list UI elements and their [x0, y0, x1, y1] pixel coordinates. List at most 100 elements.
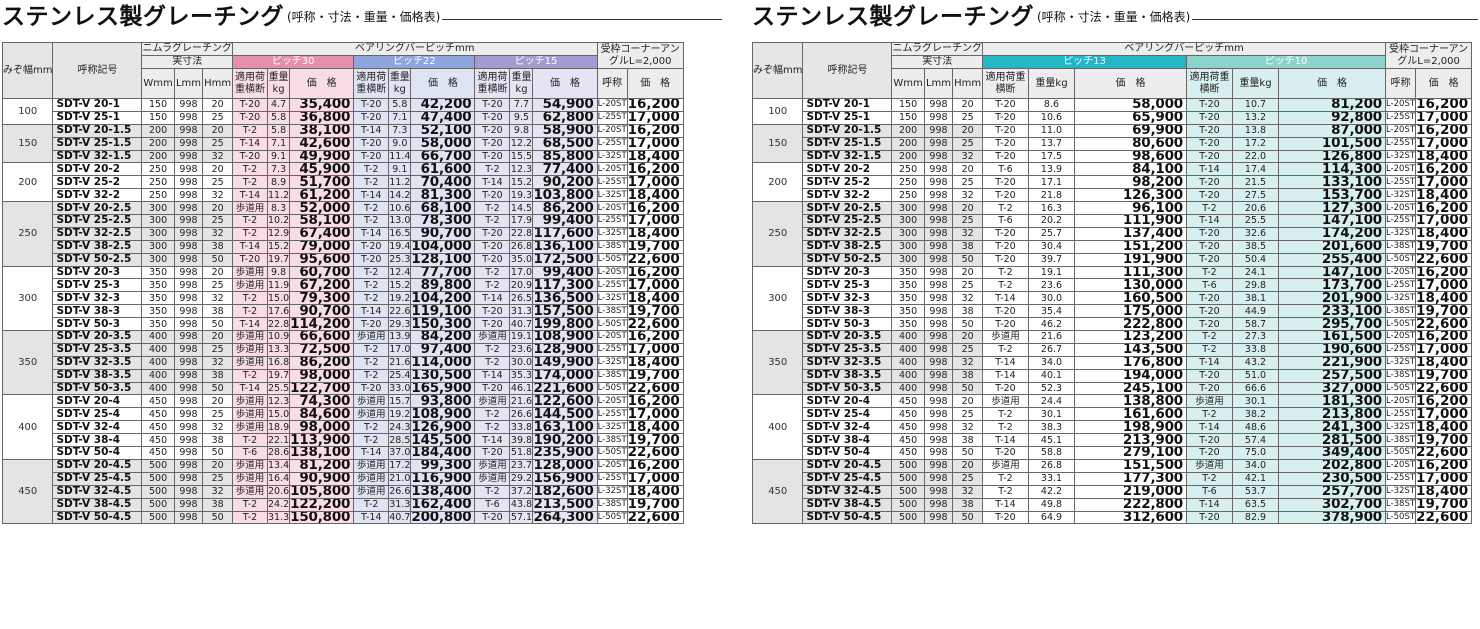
weight-kg: 33.8: [1231, 342, 1279, 357]
dim-h: 20: [202, 265, 233, 280]
price-yen: 67,200: [289, 278, 355, 293]
dim-w: 500: [891, 458, 925, 473]
dim-w: 450: [141, 420, 175, 435]
weight-kg: 40.7: [509, 317, 534, 332]
corner-angle-price: 19,700: [1415, 239, 1473, 254]
dim-w: 400: [141, 330, 175, 344]
table-row: SDT-V 38-4 450 998 38 T-2 22.1 113,900 T-2 28.5 1…: [3, 433, 684, 448]
dim-l: 998: [173, 420, 204, 435]
product-code: SDT-V 50-4.5: [52, 510, 143, 525]
load-class: 歩道用: [1185, 394, 1233, 409]
weight-kg: 26.6: [388, 484, 412, 499]
load-class: T-2: [353, 291, 390, 306]
price-yen: 147,100: [1277, 214, 1386, 228]
price-yen: 66,700: [410, 149, 476, 164]
corner-angle-name: L-20ST: [596, 162, 628, 177]
load-class: T-2: [474, 278, 511, 293]
product-code: SDT-V 32-2.5: [802, 226, 893, 241]
dim-l: 998: [923, 433, 954, 448]
weight-kg: 13.9: [388, 330, 412, 344]
load-class: T-6: [981, 214, 1029, 228]
price-yen: 68,500: [532, 136, 598, 151]
corner-angle-price: 22,600: [626, 317, 684, 332]
th-load: 適用荷重横断: [474, 68, 511, 99]
price-yen: 264,300: [532, 510, 598, 525]
price-yen: 143,500: [1073, 342, 1187, 357]
load-class: T-14: [353, 510, 390, 525]
load-class: T-20: [1185, 304, 1233, 319]
dim-l: 998: [923, 162, 954, 177]
dim-l: 998: [173, 162, 204, 177]
th-weight: 重量kg: [266, 68, 291, 99]
product-code: SDT-V 20-2: [52, 162, 143, 177]
price-yen: 114,300: [1277, 162, 1386, 177]
corner-angle-price: 17,000: [1415, 278, 1473, 293]
price-yen: 98,600: [1073, 149, 1187, 164]
table-row: 350 SDT-V 20-3.5 400 998 20 歩道用 21.6 123,200 T-2…: [751, 330, 1473, 396]
price-yen: 117,600: [532, 226, 598, 241]
weight-kg: 11.0: [1027, 123, 1075, 138]
dim-h: 25: [952, 136, 983, 151]
corner-angle-name: L-25ST: [1384, 110, 1417, 125]
load-class: 歩道用: [231, 265, 268, 280]
price-yen: 221,600: [532, 381, 598, 396]
dim-w: 400: [891, 368, 925, 383]
table-row: 150 SDT-V 20-1.5 200 998 20 T-2 5.8 38,100 T-14 7…: [1, 123, 684, 164]
weight-kg: 15.2: [388, 278, 412, 293]
price-yen: 222,800: [1073, 497, 1187, 512]
load-class: T-20: [474, 226, 511, 241]
dim-h: 50: [952, 510, 983, 525]
table-row: SDT-V 32-4 450 998 32 T-2 38.3 198,900 T-14 48.6…: [753, 420, 1473, 435]
corner-angle-name: L-20ST: [1384, 201, 1417, 216]
dim-l: 998: [173, 394, 204, 409]
section-subtitle: (呼称・寸法・重量・価格表): [1037, 10, 1191, 24]
dim-w: 500: [891, 471, 925, 486]
table-row: SDT-V 25-1.5 200 998 25 T-20 13.7 80,600 T-20 17…: [753, 136, 1473, 151]
dim-w: 400: [141, 381, 175, 396]
corner-angle-name: L-25ST: [596, 407, 628, 422]
load-class: T-20: [474, 149, 511, 164]
load-class: T-14: [474, 433, 511, 448]
th-corner: 受枠コーナーアングルL=2,000: [596, 42, 684, 69]
load-class: 歩道用: [474, 458, 511, 473]
table-row: 300 SDT-V 20-3 350 998 20 歩道用 9.8 60,700 T-2 12.4…: [1, 265, 684, 332]
load-class: T-20: [231, 252, 268, 267]
table-row: SDT-V 25-1 150 998 25 T-20 5.8 36,800 T-20 7.1 47…: [3, 110, 684, 125]
price-yen: 302,700: [1277, 497, 1386, 512]
weight-kg: 22.8: [266, 317, 291, 332]
table-row: 450 SDT-V 20-4.5 500 998 20 歩道用 13.4 81,200 歩道用 1…: [1, 458, 684, 525]
price-yen: 327,000: [1277, 381, 1386, 396]
dim-h: 50: [202, 381, 233, 396]
price-yen: 93,800: [410, 394, 476, 409]
dim-w: 400: [141, 368, 175, 383]
load-class: T-6: [231, 446, 268, 460]
weight-kg: 17.1: [1027, 175, 1075, 190]
product-code: SDT-V 32-3: [52, 291, 143, 306]
price-yen: 58,900: [532, 123, 598, 138]
corner-angle-name: L-38ST: [596, 497, 628, 512]
section-subtitle: (呼称・寸法・重量・価格表): [287, 10, 441, 24]
weight-kg: 42.1: [1231, 471, 1279, 486]
load-class: 歩道用: [231, 394, 268, 409]
load-class: T-20: [1185, 149, 1233, 164]
dim-w: 450: [891, 420, 925, 435]
corner-angle-name: L-38ST: [596, 239, 628, 254]
load-class: T-2: [353, 420, 390, 435]
weight-kg: 15.2: [509, 175, 534, 190]
corner-angle-name: L-25ST: [1384, 278, 1417, 293]
price-yen: 137,400: [1073, 226, 1187, 241]
corner-angle-price: 17,000: [626, 214, 684, 228]
price-yen: 127,300: [1277, 201, 1386, 216]
load-class: 歩道用: [231, 458, 268, 473]
dim-h: 38: [202, 497, 233, 512]
load-class: T-2: [474, 265, 511, 280]
th-pitch22: ピッチ22: [353, 55, 476, 69]
weight-kg: 7.1: [388, 110, 412, 125]
dim-w: 250: [141, 175, 175, 190]
price-yen: 97,400: [410, 342, 476, 357]
table-row: SDT-V 25-2 250 998 25 T-2 8.9 51,700 T-2 11.2 70,…: [3, 175, 684, 190]
table-row: SDT-V 25-3.5 400 998 25 歩道用 13.3 72,500 T-2 17.0…: [3, 342, 684, 357]
price-yen: 86,200: [532, 201, 598, 216]
weight-kg: 9.8: [266, 265, 291, 280]
price-yen: 123,200: [1073, 330, 1187, 344]
